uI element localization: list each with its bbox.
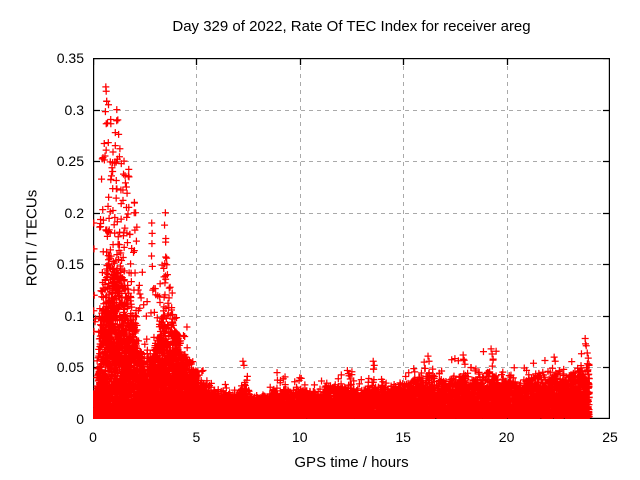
y-tick-label: 0.3 — [64, 101, 84, 118]
y-tick-label: 0 — [76, 411, 84, 427]
y-tick-label: 0.15 — [56, 256, 84, 273]
y-tick-label: 0.2 — [64, 204, 84, 221]
y-tick-label: 0.35 — [56, 50, 84, 66]
y-tick-label: 0.25 — [56, 153, 84, 170]
y-tick-label: 0.05 — [56, 359, 84, 376]
x-tick-label: 15 — [395, 429, 411, 445]
plot-area — [93, 58, 610, 419]
x-tick-label: 25 — [602, 429, 618, 445]
x-axis-label: GPS time / hours — [294, 454, 409, 471]
x-tick-label: 20 — [498, 429, 515, 445]
x-tick-label: 0 — [89, 429, 97, 445]
x-tick-label: 10 — [292, 429, 308, 445]
chart-title: Day 329 of 2022, Rate Of TEC Index for r… — [172, 18, 531, 35]
y-tick-label: 0.1 — [64, 307, 84, 324]
x-tick-label: 5 — [192, 429, 201, 445]
